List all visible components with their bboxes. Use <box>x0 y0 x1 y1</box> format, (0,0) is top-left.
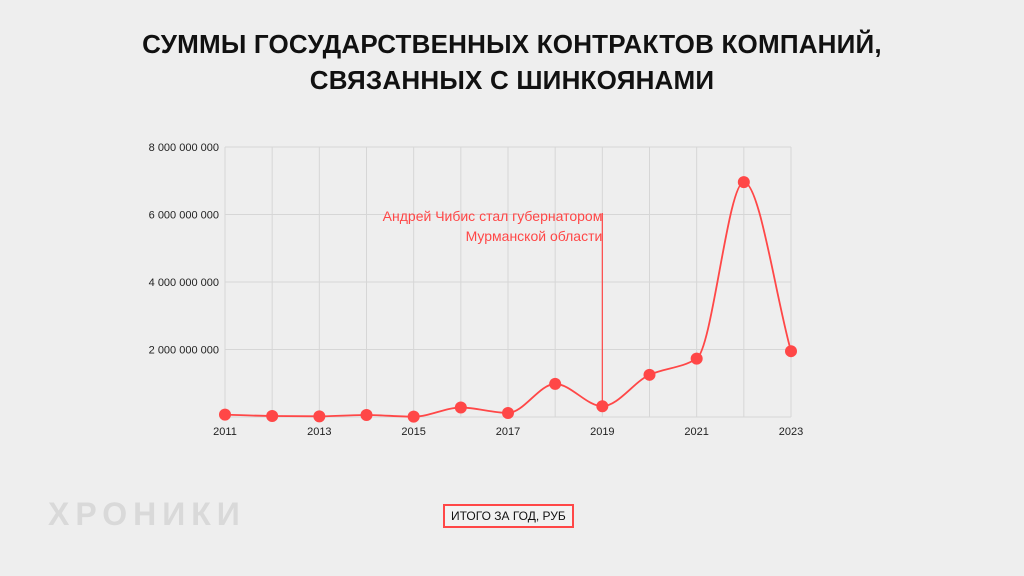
grid <box>224 146 792 418</box>
data-point <box>737 176 750 189</box>
title-line-1: СУММЫ ГОСУДАРСТВЕННЫХ КОНТРАКТОВ КОМПАНИ… <box>142 29 882 59</box>
data-point <box>360 408 373 421</box>
data-point <box>690 352 703 365</box>
data-point <box>219 408 231 421</box>
y-axis-labels: 2 000 000 000 4 000 000 000 6 000 000 000 8… <box>149 142 219 357</box>
data-point <box>785 345 797 358</box>
series-line <box>224 181 792 418</box>
x-tick-label: 2021 <box>684 426 708 438</box>
annotation-text: Андрей Чибис стал губернатором <box>383 208 603 224</box>
x-tick-label: 2023 <box>779 426 803 438</box>
data-point <box>313 410 326 423</box>
data-point <box>596 400 609 413</box>
data-point <box>407 410 420 423</box>
watermark-logo: ХРОНИКИ <box>48 496 246 532</box>
legend-series-label[interactable]: ИТОГО ЗА ГОД, РУБ <box>443 504 574 528</box>
chart-title: СУММЫ ГОСУДАРСТВЕННЫХ КОНТРАКТОВ КОМПАНИ… <box>0 26 1024 98</box>
title-line-2: СВЯЗАННЫХ С ШИНКОЯНАМИ <box>309 65 715 95</box>
x-tick-label: 2019 <box>590 426 614 438</box>
data-point <box>549 377 562 390</box>
y-tick-label: 8 000 000 000 <box>149 142 219 154</box>
annotation-text: Мурманской области <box>466 228 603 244</box>
data-point <box>502 406 514 419</box>
data-points <box>219 176 797 423</box>
data-point <box>266 409 279 422</box>
x-axis-labels: 2011 2013 2015 2017 2019 2021 2023 <box>213 426 803 438</box>
y-tick-label: 4 000 000 000 <box>149 277 219 289</box>
data-point <box>454 401 467 414</box>
annotation: Андрей Чибис стал губернатором Мурманской… <box>383 208 603 405</box>
x-tick-label: 2017 <box>496 426 520 438</box>
y-tick-label: 6 000 000 000 <box>149 210 219 222</box>
data-point <box>643 368 656 381</box>
x-tick-label: 2015 <box>401 426 425 438</box>
x-tick-label: 2011 <box>213 426 237 438</box>
y-tick-label: 2 000 000 000 <box>149 345 219 357</box>
x-tick-label: 2013 <box>307 426 331 438</box>
